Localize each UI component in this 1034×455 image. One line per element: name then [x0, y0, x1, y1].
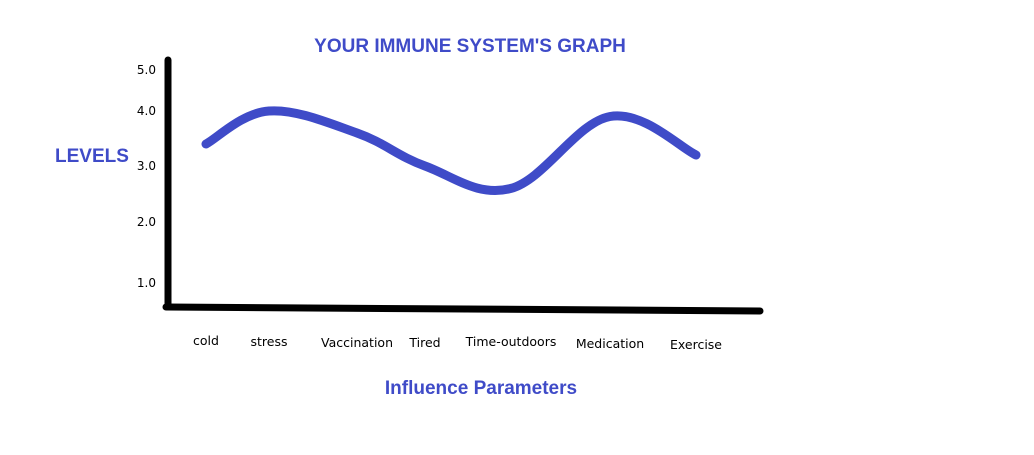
chart-title: YOUR IMMUNE SYSTEM'S GRAPH: [314, 36, 626, 57]
x-tick-label: Exercise: [670, 337, 722, 352]
x-tick-label: Vaccination: [321, 335, 393, 350]
y-tick-labels: 1.0 2.0 3.0 4.0 5.0: [137, 63, 156, 290]
x-tick-label: Medication: [576, 336, 644, 351]
x-axis-label: Influence Parameters: [385, 378, 577, 399]
y-tick-label: 3.0: [137, 159, 156, 173]
y-tick-label: 5.0: [137, 63, 156, 77]
x-tick-label: Time-outdoors: [465, 334, 557, 349]
x-tick-label: cold: [193, 333, 219, 348]
x-tick-labels: cold stress Vaccination Tired Time-outdoors M…: [193, 333, 722, 352]
x-tick-label: Tired: [408, 335, 440, 350]
y-tick-label: 1.0: [137, 276, 156, 290]
y-axis-label: LEVELS: [55, 146, 129, 167]
x-axis: [162, 303, 764, 315]
y-tick-label: 2.0: [137, 215, 156, 229]
y-tick-label: 4.0: [137, 104, 156, 118]
data-series-line: [201, 106, 701, 195]
x-tick-label: stress: [251, 334, 288, 349]
